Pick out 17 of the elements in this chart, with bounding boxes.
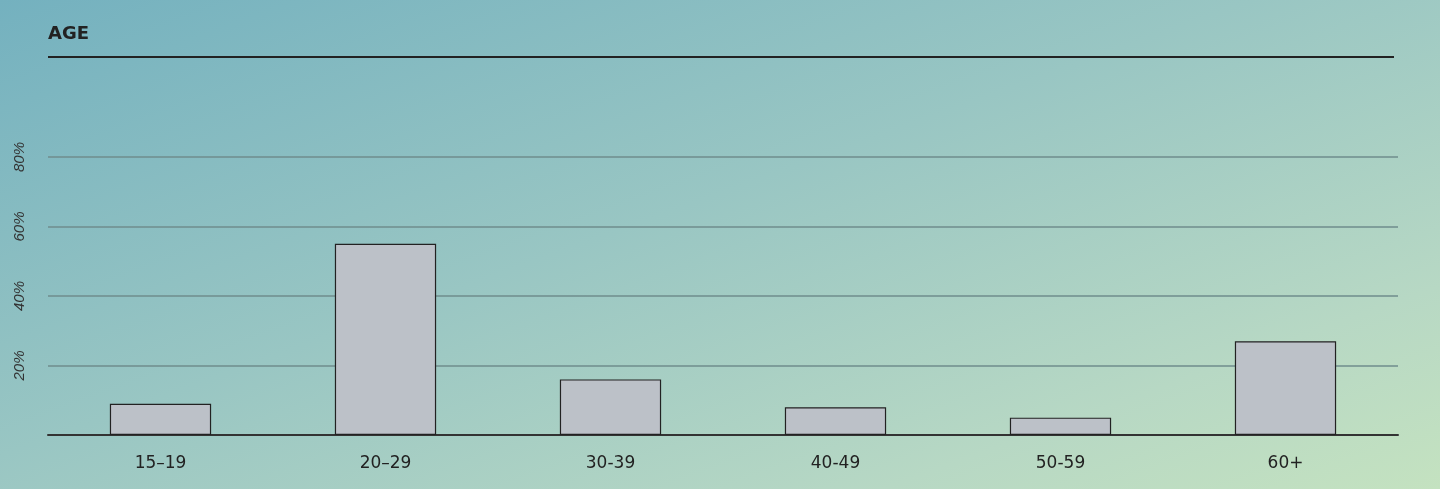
chart-title: AGE: [48, 22, 90, 43]
bar: [109, 403, 212, 435]
x-tick-label: 50-59: [1035, 451, 1086, 472]
x-tick-label: 40-49: [810, 451, 861, 472]
bar: [1234, 341, 1337, 435]
y-tick-label: 20%: [10, 350, 27, 382]
bar: [784, 407, 887, 435]
x-tick-label: 60+: [1267, 451, 1304, 472]
y-tick-label: 40%: [10, 280, 27, 312]
x-tick-label: 30-39: [585, 451, 636, 472]
y-tick-label: 60%: [10, 211, 27, 242]
bar: [1009, 417, 1112, 435]
y-tick-label: 80%: [10, 141, 27, 173]
bar: [334, 243, 437, 435]
x-tick-label: 15–19: [134, 451, 187, 472]
x-tick-label: 20–29: [359, 451, 412, 472]
bar: [559, 379, 662, 435]
